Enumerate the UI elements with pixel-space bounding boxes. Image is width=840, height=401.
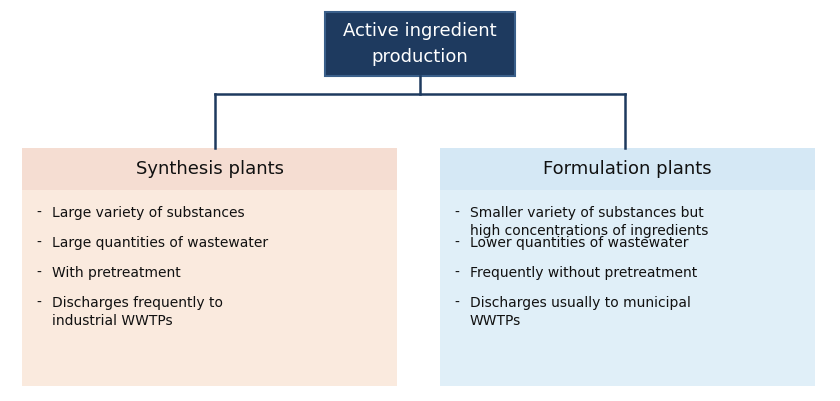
Text: -: - bbox=[36, 266, 41, 280]
Text: Large quantities of wastewater: Large quantities of wastewater bbox=[52, 236, 268, 250]
Text: -: - bbox=[36, 206, 41, 220]
Text: Discharges frequently to
industrial WWTPs: Discharges frequently to industrial WWTP… bbox=[52, 296, 223, 328]
Text: Large variety of substances: Large variety of substances bbox=[52, 206, 244, 220]
Text: Synthesis plants: Synthesis plants bbox=[135, 160, 284, 178]
Text: -: - bbox=[454, 296, 459, 310]
FancyBboxPatch shape bbox=[325, 12, 515, 76]
Text: -: - bbox=[36, 236, 41, 250]
Text: Smaller variety of substances but
high concentrations of ingredients: Smaller variety of substances but high c… bbox=[470, 206, 708, 238]
Text: -: - bbox=[454, 236, 459, 250]
Text: With pretreatment: With pretreatment bbox=[52, 266, 181, 280]
Text: -: - bbox=[454, 266, 459, 280]
Text: Discharges usually to municipal
WWTPs: Discharges usually to municipal WWTPs bbox=[470, 296, 690, 328]
Text: Active ingredient
production: Active ingredient production bbox=[344, 22, 496, 65]
FancyBboxPatch shape bbox=[440, 190, 815, 386]
FancyBboxPatch shape bbox=[440, 148, 815, 190]
Text: Formulation plants: Formulation plants bbox=[543, 160, 711, 178]
Text: Lower quantities of wastewater: Lower quantities of wastewater bbox=[470, 236, 689, 250]
Text: -: - bbox=[454, 206, 459, 220]
FancyBboxPatch shape bbox=[22, 148, 397, 190]
Text: Frequently without pretreatment: Frequently without pretreatment bbox=[470, 266, 697, 280]
FancyBboxPatch shape bbox=[22, 190, 397, 386]
Text: -: - bbox=[36, 296, 41, 310]
